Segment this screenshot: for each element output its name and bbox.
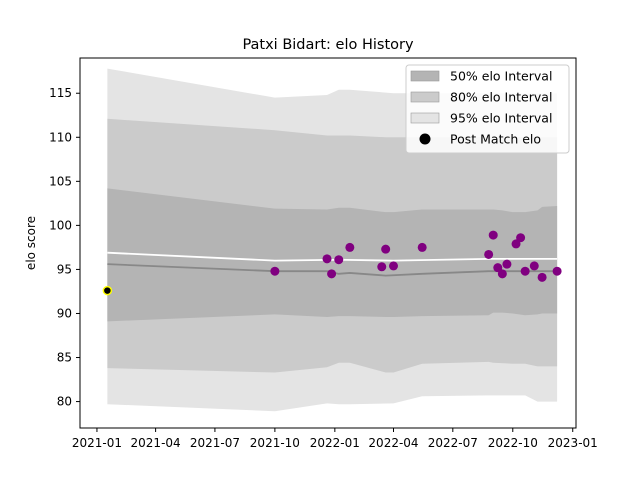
post-match-point — [552, 266, 562, 276]
legend-swatch — [410, 112, 440, 124]
post-match-point — [511, 239, 521, 249]
legend-label: 80% elo Interval — [450, 90, 552, 105]
legend-label: Post Match elo — [450, 132, 541, 147]
x-axis-ticks: 2021-01 2021-04 2021-07 2021-10 2022-01 2022-… — [72, 428, 598, 450]
post-match-point — [488, 230, 498, 240]
post-match-point — [493, 263, 503, 273]
post-match-point — [484, 249, 494, 259]
y-tick-label: 115 — [49, 86, 72, 100]
y-axis-label: elo score — [24, 216, 38, 270]
x-tick-label: 2022-01 — [310, 436, 360, 450]
y-axis-ticks: 80 85 90 95 100 105 110 115 — [49, 86, 80, 409]
post-match-point — [389, 261, 399, 271]
interval-band-3 — [107, 188, 558, 322]
interval-bands — [107, 68, 558, 412]
post-match-point — [381, 244, 391, 254]
post-match-point — [334, 255, 344, 265]
x-tick-label: 2021-01 — [72, 436, 122, 450]
y-tick-label: 80 — [57, 395, 72, 409]
chart-title: Patxi Bidart: elo History — [242, 37, 414, 53]
post-match-points — [102, 230, 562, 296]
post-match-point — [377, 262, 387, 272]
y-tick-label: 105 — [49, 174, 72, 188]
y-tick-label: 85 — [57, 351, 72, 365]
legend-label: 95% elo Interval — [450, 111, 552, 126]
trend-lines — [107, 251, 558, 277]
post-match-point — [417, 242, 427, 252]
initial-elo-point — [102, 285, 113, 296]
median-line — [107, 263, 558, 277]
x-tick-label: 2021-07 — [190, 436, 240, 450]
legend-swatch — [410, 91, 440, 103]
x-tick-label: 2021-04 — [131, 436, 181, 450]
x-tick-label: 2021-10 — [250, 436, 300, 450]
post-match-point — [327, 269, 337, 279]
post-match-point — [537, 272, 547, 282]
post-match-point — [529, 261, 539, 271]
post-match-point — [516, 233, 526, 243]
legend-label: 50% elo Interval — [450, 69, 552, 84]
post-match-point — [497, 269, 507, 279]
legend: 50% elo Interval 80% elo Interval 95% elo … — [405, 64, 570, 154]
post-match-point — [322, 254, 332, 264]
post-match-point — [520, 266, 530, 276]
x-tick-label: 2022-04 — [368, 436, 418, 450]
y-tick-label: 90 — [57, 306, 72, 320]
post-match-point — [270, 266, 280, 276]
x-tick-label: 2023-01 — [548, 436, 598, 450]
x-tick-label: 2022-07 — [428, 436, 478, 450]
y-tick-label: 95 — [57, 262, 72, 276]
post-match-point — [345, 242, 355, 252]
legend-swatch — [410, 70, 440, 82]
legend-marker — [419, 133, 431, 145]
mean-line — [107, 251, 558, 262]
x-tick-label: 2022-10 — [488, 436, 538, 450]
legend-box — [405, 64, 570, 154]
post-match-point — [502, 259, 512, 269]
y-tick-label: 100 — [49, 218, 72, 232]
plot-frame — [79, 57, 577, 429]
y-tick-label: 110 — [49, 130, 72, 144]
